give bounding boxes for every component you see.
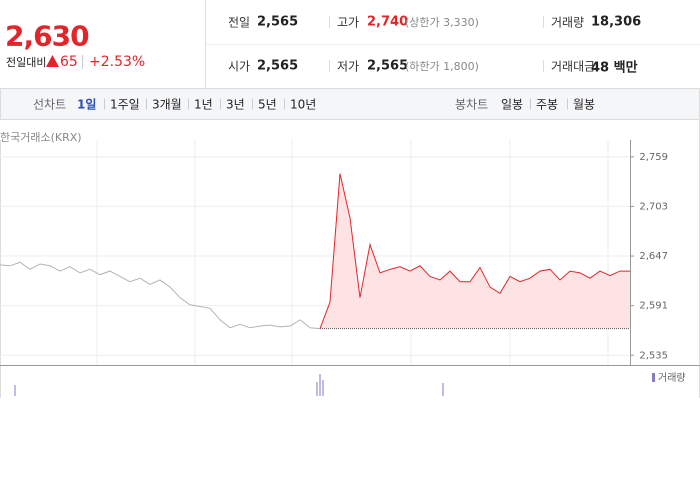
divider [530,98,531,110]
summary-value: 2,740 [367,14,409,30]
period-tab[interactable]: 10년 [290,97,317,112]
divider [252,98,253,110]
tab-bar [0,88,700,120]
y-tick-label: 2,535 [639,350,668,361]
period-tab[interactable]: 1주일 [110,97,140,112]
summary-note: (하한가 1,800) [405,60,479,73]
change-rate: +2.53% [89,54,146,70]
summary-note: (상한가 3,330) [405,16,479,29]
period-tab[interactable]: 3년 [226,97,245,112]
tab-group-label: 선차트 [33,97,67,112]
summary-label: 저가 [337,59,360,74]
summary-label: 고가 [337,15,360,30]
y-tick-label: 2,703 [639,201,668,212]
divider [82,55,83,69]
source: 한국거래소(KRX) [0,131,82,144]
summary-label: 거래대금 [551,59,596,74]
divider [104,98,105,110]
summary-value: 2,565 [367,58,409,74]
divider [543,16,544,28]
divider [146,98,147,110]
price-line [319,173,630,329]
tab-group-label: 봉차트 [455,97,489,112]
summary-label: 시가 [228,59,251,74]
divider [188,98,189,110]
divider [220,98,221,110]
period-tab[interactable]: 일봉 [501,97,524,112]
summary-value: 2,565 [257,14,299,30]
y-tick-label: 2,647 [639,251,668,262]
summary-label: 전일 [228,15,251,30]
period-tab[interactable]: 월봉 [573,97,596,112]
divider [329,16,330,28]
y-tick-label: 2,759 [639,152,668,163]
divider [284,98,285,110]
period-tab[interactable]: 5년 [258,97,277,112]
area-fill [320,173,630,329]
change: 65 [60,54,78,70]
price-line [0,261,321,330]
volume-legend: 거래량 [658,372,686,384]
summary-value: 18,306 [591,14,642,30]
divider [206,44,700,45]
period-tab[interactable]: 주봉 [536,97,559,112]
divider [329,60,330,72]
divider [205,0,206,88]
y-tick-label: 2,591 [639,301,668,312]
price: 2,630 [5,19,90,53]
summary-label: 거래량 [551,15,585,30]
period-tab[interactable]: 1년 [194,97,213,112]
period-tab[interactable]: 3개월 [152,97,182,112]
up-arrow [46,55,59,67]
divider [567,98,568,110]
summary-value: 48 백만 [591,60,638,76]
change-label: 전일대비 [6,56,47,69]
divider [543,60,544,72]
summary-value: 2,565 [257,58,299,74]
period-tab[interactable]: 1일 [77,97,97,112]
